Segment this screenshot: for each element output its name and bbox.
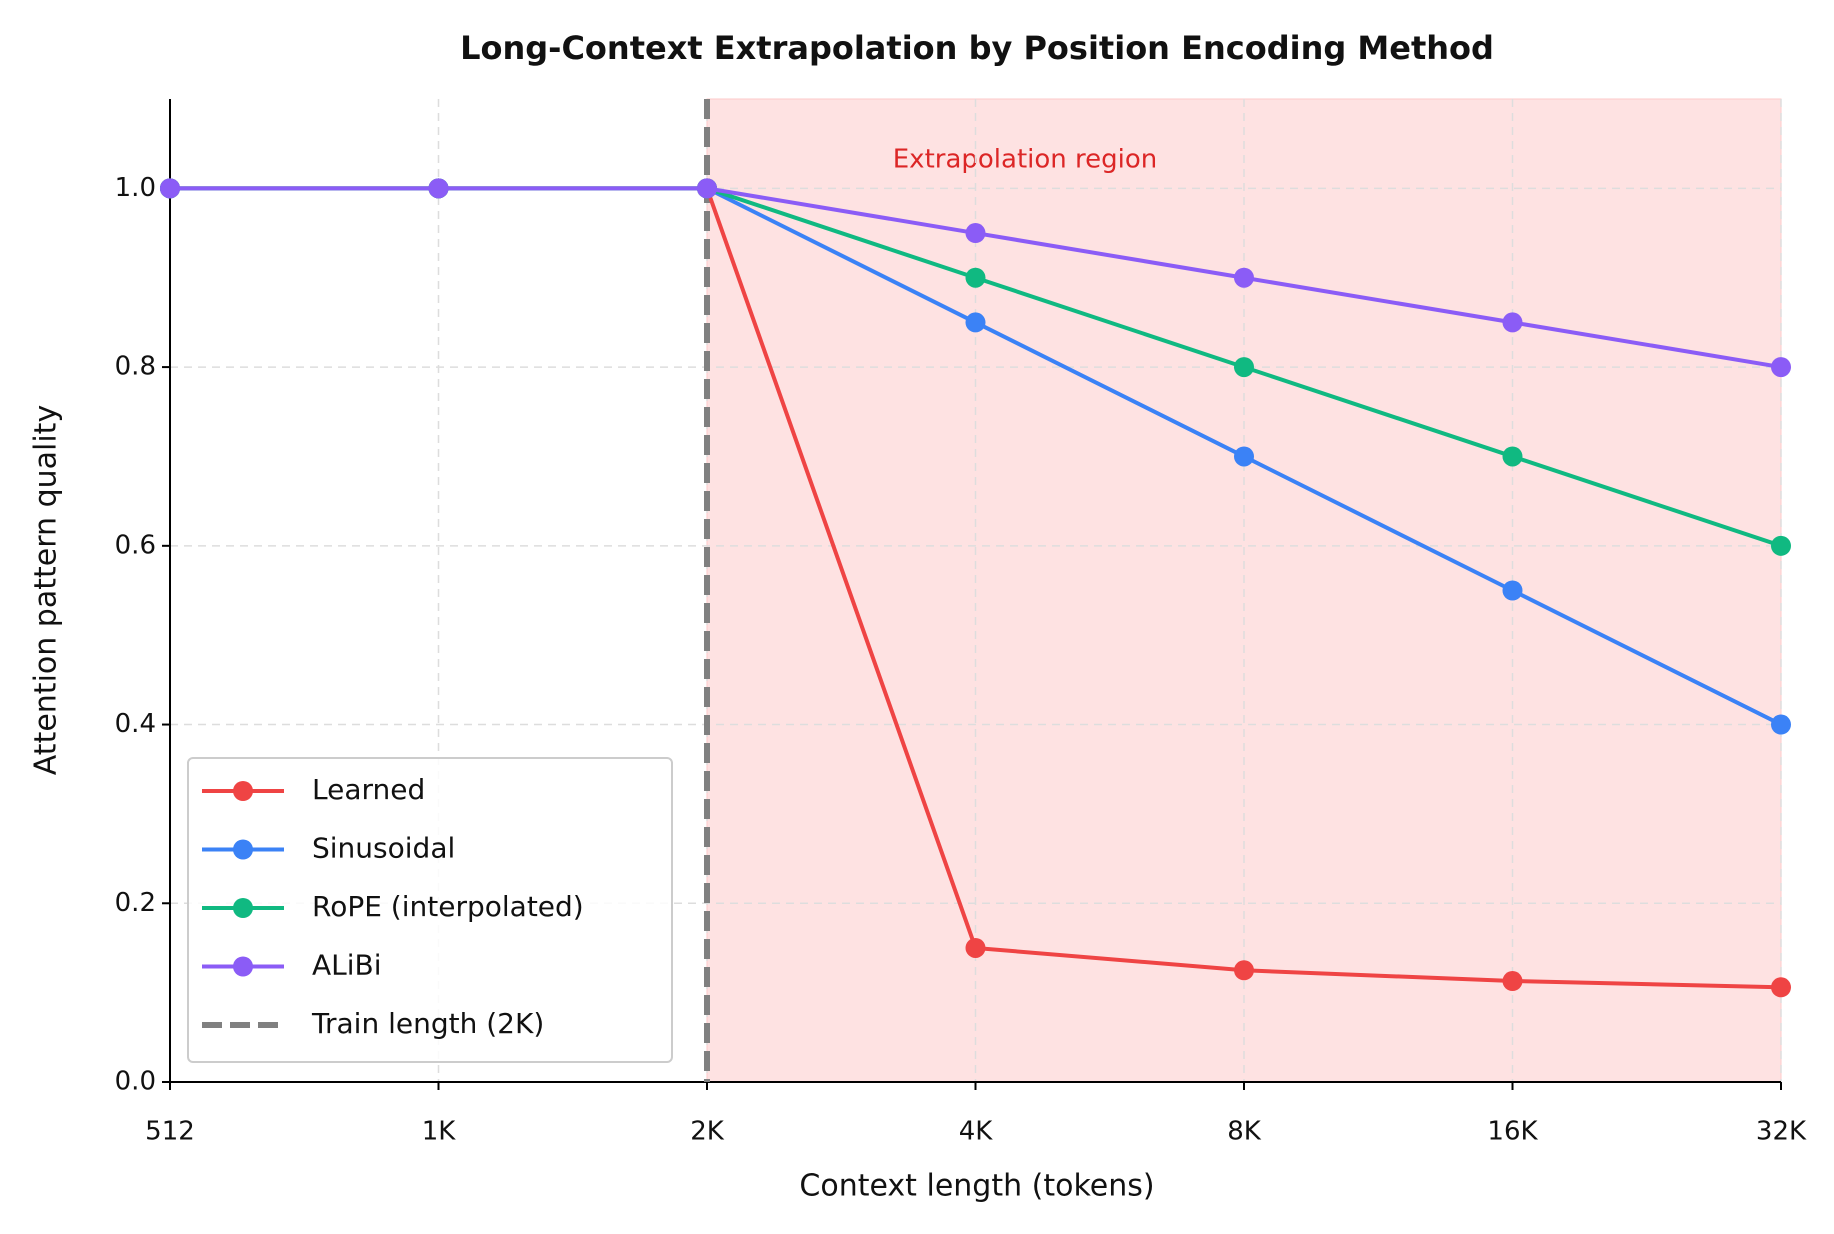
point — [697, 178, 717, 199]
y-tick-label: 0.4 — [115, 709, 156, 739]
legend-box — [187, 757, 673, 1063]
point — [1234, 267, 1254, 288]
legend-label: Learned — [312, 773, 425, 806]
y-tick-label: 0.6 — [115, 530, 156, 560]
legend-label: Train length (2K) — [311, 1007, 544, 1040]
chart-title: Long-Context Extrapolation by Position E… — [460, 29, 1494, 67]
x-tick-label: 8K — [1227, 1117, 1262, 1147]
point — [965, 223, 986, 244]
legend-marker — [233, 956, 253, 977]
point — [1771, 714, 1791, 735]
legend-marker — [233, 898, 253, 918]
legend-label: ALiBi — [312, 949, 382, 982]
point — [1234, 357, 1254, 378]
point — [1771, 357, 1791, 378]
x-tick-label: 1K — [422, 1117, 457, 1147]
point — [160, 178, 180, 199]
point — [965, 267, 986, 288]
x-tick-label: 512 — [145, 1117, 195, 1147]
y-tick-label: 0.0 — [115, 1067, 156, 1097]
y-tick-label: 1.0 — [115, 173, 156, 203]
y-tick-label: 0.8 — [115, 352, 156, 382]
point — [1771, 535, 1791, 556]
point — [1771, 977, 1791, 998]
legend: Learned Sinusoidal RoPE (interpolated) ALiB… — [187, 757, 673, 1063]
y-tick-label: 0.2 — [115, 888, 156, 918]
x-tick-label: 32K — [1756, 1117, 1807, 1147]
point — [428, 178, 449, 199]
x-tick-label: 2K — [690, 1117, 725, 1147]
x-tick-label: 4K — [959, 1117, 994, 1147]
point — [965, 312, 986, 333]
span-label: Extrapolation region — [893, 145, 1158, 175]
legend-marker — [233, 839, 253, 860]
point — [1234, 960, 1254, 981]
legend-label: RoPE (interpolated) — [312, 890, 584, 923]
point — [965, 937, 986, 958]
x-axis-label: Context length (tokens) — [799, 1169, 1154, 1204]
legend-label: Sinusoidal — [312, 832, 455, 865]
y-axis-label: Attention pattern quality — [29, 405, 64, 775]
point — [1502, 312, 1523, 333]
point — [1502, 580, 1523, 601]
legend-marker — [233, 781, 253, 801]
x-tick-label: 16K — [1487, 1117, 1538, 1147]
point — [1502, 971, 1523, 992]
point — [1502, 446, 1523, 467]
point — [1234, 446, 1254, 467]
